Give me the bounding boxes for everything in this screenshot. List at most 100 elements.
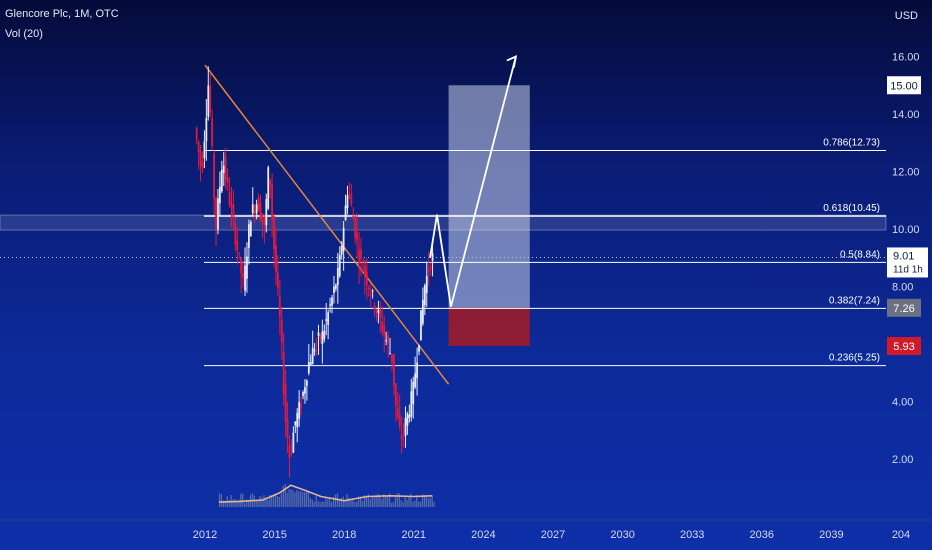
volume-bar bbox=[394, 496, 397, 507]
candle-body bbox=[267, 167, 270, 209]
volume-bar bbox=[352, 498, 354, 507]
volume-bar bbox=[329, 497, 331, 507]
candle-body bbox=[197, 141, 200, 153]
candle-body bbox=[331, 297, 333, 306]
candle-body bbox=[305, 380, 308, 386]
candle-body bbox=[346, 195, 349, 209]
candle-body bbox=[367, 287, 370, 290]
candle-body bbox=[360, 249, 362, 258]
candle-body bbox=[300, 403, 302, 409]
candle-body bbox=[431, 253, 434, 261]
candle-body bbox=[207, 85, 210, 117]
candle-body bbox=[408, 415, 411, 418]
candle-body bbox=[369, 293, 372, 297]
candle-body bbox=[392, 354, 395, 386]
fib-level-label: 0.786(12.73) bbox=[823, 138, 880, 149]
candle-body bbox=[294, 421, 297, 426]
candle-body bbox=[317, 332, 320, 336]
volume-bar bbox=[406, 500, 408, 507]
candle-body bbox=[398, 413, 401, 427]
candle-body bbox=[226, 177, 229, 183]
volume-bar bbox=[238, 499, 240, 507]
candle-body bbox=[298, 402, 301, 419]
volume-bar bbox=[220, 494, 223, 507]
volume-bar bbox=[280, 493, 282, 507]
volume-bar bbox=[367, 494, 369, 507]
candle-body bbox=[329, 304, 331, 306]
candle-body bbox=[418, 345, 420, 352]
volume-bar bbox=[419, 501, 422, 507]
candle-body bbox=[249, 221, 252, 237]
candle-body bbox=[373, 305, 376, 311]
y-tick-label: 8.00 bbox=[892, 282, 913, 294]
candle-body bbox=[302, 392, 304, 396]
projection-path bbox=[429, 56, 517, 307]
candle-body bbox=[253, 209, 256, 214]
volume-bar bbox=[240, 493, 242, 507]
volume-bar bbox=[356, 501, 358, 507]
candle-body bbox=[315, 342, 318, 344]
symbol-title: Glencore Plc, 1M, OTC bbox=[5, 8, 119, 20]
volume-bar bbox=[383, 494, 385, 507]
volume-bar bbox=[236, 500, 238, 507]
volume-bar bbox=[363, 495, 366, 507]
y-tick-label: 10.00 bbox=[892, 224, 920, 236]
candle-body bbox=[325, 318, 328, 321]
candle-body bbox=[238, 252, 241, 254]
candle-body bbox=[273, 216, 275, 250]
volume-bar bbox=[429, 497, 431, 507]
volume-bar bbox=[265, 497, 267, 507]
volume-bar bbox=[228, 499, 230, 507]
candle-body bbox=[199, 150, 202, 166]
volume-bar bbox=[361, 500, 364, 507]
volume-bar bbox=[404, 495, 406, 507]
volume-bar bbox=[390, 502, 393, 507]
candle-body bbox=[215, 198, 217, 228]
candle-body bbox=[222, 165, 225, 173]
candle-body bbox=[412, 381, 415, 405]
volume-bar bbox=[286, 492, 288, 507]
fib-level-label: 0.382(7.24) bbox=[829, 295, 880, 306]
x-tick-label: 2015 bbox=[262, 529, 286, 541]
candle-body bbox=[259, 202, 262, 221]
fib-level-label: 0.236(5.25) bbox=[829, 353, 880, 364]
candle-body bbox=[321, 331, 324, 345]
candle-body bbox=[232, 204, 235, 218]
volume-bar bbox=[358, 496, 360, 507]
x-tick-label: 204 bbox=[892, 529, 910, 541]
volume-bar bbox=[373, 497, 375, 507]
volume-bar bbox=[350, 500, 352, 507]
candle-body bbox=[228, 192, 231, 205]
volume-bar bbox=[263, 494, 265, 507]
volume-bar bbox=[224, 501, 226, 507]
resistance-zone bbox=[0, 214, 887, 231]
volume-bar bbox=[317, 501, 319, 507]
fib-level-label: 0.618(10.45) bbox=[823, 203, 880, 214]
volume-bar bbox=[278, 496, 281, 507]
volume-bar bbox=[338, 498, 340, 507]
volume-indicator-label: Vol (20) bbox=[5, 28, 43, 40]
candle-body bbox=[230, 204, 233, 208]
candle-body bbox=[242, 272, 244, 278]
volume-bar bbox=[311, 499, 313, 507]
volume-bar bbox=[377, 493, 379, 507]
volume-bar bbox=[300, 491, 302, 507]
volume-bar bbox=[261, 497, 263, 507]
candle-body bbox=[342, 227, 345, 252]
candle-body bbox=[286, 419, 289, 439]
candle-body bbox=[396, 407, 399, 419]
volume-bar bbox=[375, 495, 377, 507]
candle-body bbox=[348, 193, 351, 196]
candle-body bbox=[336, 267, 339, 286]
candle-body bbox=[307, 362, 310, 374]
volume-bar bbox=[425, 494, 427, 507]
candle-body bbox=[265, 199, 268, 226]
candle-body bbox=[217, 198, 219, 230]
volume-bar bbox=[396, 493, 398, 507]
candle-body bbox=[263, 221, 266, 225]
volume-bar bbox=[387, 495, 389, 507]
volume-bar bbox=[273, 494, 275, 507]
x-tick-label: 2030 bbox=[610, 529, 634, 541]
volume-bar bbox=[321, 501, 323, 507]
